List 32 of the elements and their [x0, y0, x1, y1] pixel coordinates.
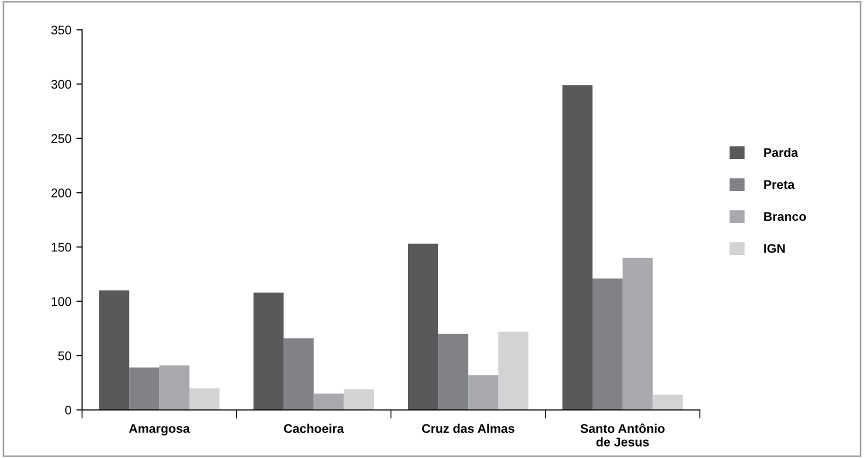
bar	[284, 338, 314, 410]
x-tick-label: Amargosa	[129, 424, 190, 436]
bar	[129, 368, 160, 410]
y-tick-label: 150	[52, 242, 72, 252]
bar	[254, 292, 284, 410]
y-tick-label: 250	[51, 134, 72, 144]
y-tick-label: 100	[52, 297, 72, 306]
legend-label: IGN	[764, 244, 785, 253]
x-tick-label: Cruz das Almas	[422, 424, 514, 433]
bar	[314, 394, 344, 410]
bar	[159, 365, 190, 410]
bar	[468, 375, 498, 410]
y-tick-label: 350	[51, 26, 72, 34]
legend-label: Branco	[764, 212, 806, 221]
bar	[592, 278, 623, 410]
y-tick-label: 50	[58, 351, 72, 360]
x-tick-label: Santo Antônio de Jesus	[580, 424, 665, 446]
y-tick-label: 0	[65, 406, 72, 415]
x-tick-label: Cachoeira	[284, 424, 344, 433]
bar	[562, 85, 593, 410]
bar	[189, 388, 220, 410]
y-tick-label: 300	[51, 80, 72, 89]
bar	[622, 258, 653, 410]
bar	[652, 394, 683, 410]
bar	[498, 332, 528, 410]
bar	[344, 389, 374, 410]
y-tick-label: 200	[51, 188, 72, 198]
bar	[438, 334, 468, 410]
legend-label: Preta	[764, 180, 795, 189]
bar	[99, 290, 130, 410]
legend-label: Parda	[764, 148, 798, 158]
bar	[408, 244, 438, 410]
